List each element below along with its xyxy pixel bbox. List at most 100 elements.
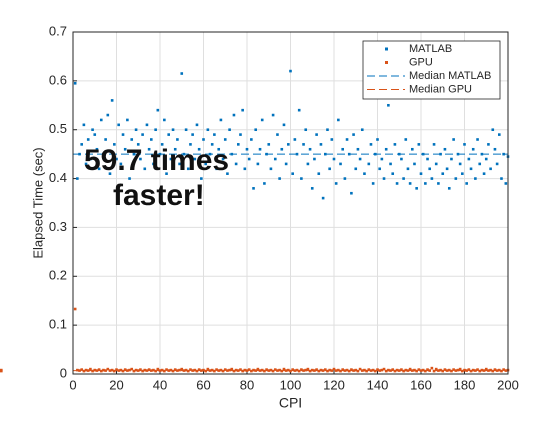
point (167, 369, 170, 372)
point (463, 368, 466, 372)
point (223, 368, 227, 371)
point (424, 369, 427, 373)
point (432, 143, 436, 146)
point (254, 128, 257, 132)
point (182, 369, 186, 372)
x-tick-label: 40 (153, 377, 167, 392)
point (208, 369, 212, 372)
legend-label: MATLAB (409, 43, 452, 55)
point (504, 369, 508, 372)
point (245, 369, 249, 372)
point (271, 369, 275, 373)
legend-label: GPU (409, 56, 433, 68)
point (204, 162, 207, 166)
point (354, 167, 358, 171)
point (434, 162, 438, 166)
point (237, 369, 240, 372)
point (482, 369, 486, 372)
point (106, 367, 110, 371)
point (300, 368, 303, 371)
point (495, 369, 499, 372)
point (480, 152, 484, 156)
point (276, 369, 279, 372)
point (352, 133, 355, 136)
x-tick-label: 80 (240, 377, 254, 392)
point (495, 162, 499, 166)
point (397, 152, 401, 156)
point (365, 369, 368, 373)
point (141, 133, 144, 136)
point (193, 368, 197, 372)
point (126, 369, 129, 372)
point (428, 369, 431, 372)
point (239, 368, 242, 371)
point (452, 138, 455, 141)
point (237, 143, 240, 146)
point (89, 157, 92, 161)
point (80, 368, 83, 371)
point (304, 128, 308, 132)
point (487, 369, 490, 372)
point (123, 147, 127, 151)
point (104, 369, 107, 372)
point (256, 367, 260, 371)
point (160, 368, 164, 372)
point (273, 157, 277, 161)
point (493, 368, 497, 371)
point (297, 369, 301, 373)
point (128, 177, 131, 180)
point (221, 369, 225, 373)
point (374, 369, 377, 373)
point (343, 369, 347, 372)
point (280, 369, 284, 373)
point (265, 368, 268, 371)
point (391, 368, 395, 371)
point (260, 118, 264, 122)
point (304, 368, 308, 372)
point (404, 138, 408, 141)
point (493, 147, 497, 151)
point (415, 369, 418, 373)
point (165, 368, 168, 371)
point (252, 368, 255, 372)
point (278, 177, 281, 180)
point (93, 133, 97, 136)
point (252, 187, 255, 190)
point (287, 368, 290, 372)
point (250, 138, 253, 141)
point (215, 167, 218, 171)
point (411, 147, 414, 151)
point (282, 367, 286, 371)
point (200, 177, 203, 180)
point (223, 138, 227, 141)
point (345, 368, 349, 372)
point (360, 369, 364, 372)
x-tick-label: 180 (454, 377, 476, 392)
point (104, 138, 107, 141)
point (202, 368, 205, 372)
point (284, 162, 288, 166)
point (393, 143, 397, 146)
point (471, 147, 475, 151)
point (123, 368, 127, 371)
point (463, 143, 466, 146)
point (482, 172, 486, 175)
point (195, 369, 199, 373)
point (491, 369, 495, 373)
y-tick-label: 0 (60, 365, 67, 380)
point (180, 72, 184, 75)
point (113, 369, 116, 373)
point (450, 369, 453, 373)
point (267, 143, 271, 146)
point (487, 143, 490, 146)
point (245, 147, 249, 151)
point (197, 147, 201, 151)
point (171, 369, 175, 373)
point (319, 368, 323, 372)
point (306, 162, 310, 166)
point (239, 133, 242, 136)
point (84, 162, 88, 166)
point (250, 369, 253, 373)
point (169, 157, 173, 161)
